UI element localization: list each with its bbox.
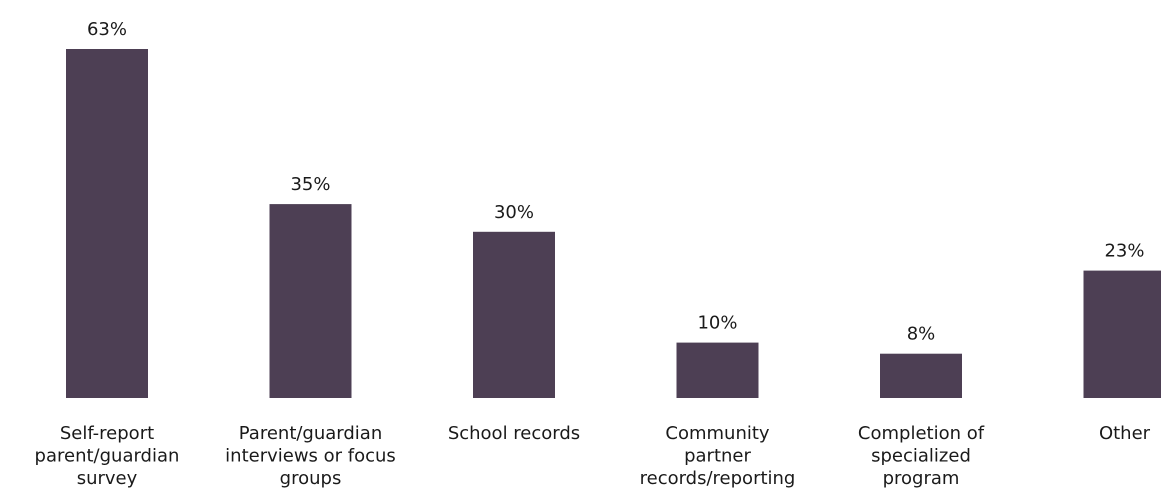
category-label-line: program: [883, 468, 960, 489]
bar-value-label-2: 30%: [494, 202, 534, 223]
category-label-line: survey: [77, 468, 138, 489]
category-label-1: Parent/guardian interviews or focus groups: [225, 423, 396, 489]
bars-layer: [66, 49, 1161, 398]
category-label-3: Community partner records/reporting: [640, 423, 796, 489]
category-label-line: Self-report: [60, 423, 154, 444]
bar-4: [880, 353, 962, 398]
category-label-line: Other: [1099, 423, 1151, 444]
category-labels-layer: Self-report parent/guardian survey Parent/g…: [35, 423, 1151, 489]
bar-3: [676, 342, 759, 398]
category-label-2: School records: [448, 423, 580, 444]
bar-5: [1083, 270, 1161, 398]
category-label-line: Completion of: [858, 423, 985, 444]
bar-value-label-4: 8%: [907, 324, 936, 345]
category-label-5: Other: [1099, 423, 1151, 444]
bar-value-label-0: 63%: [87, 19, 127, 40]
value-labels-layer: 63% 35% 30% 10% 8% 23%: [87, 19, 1145, 345]
bar-1: [269, 204, 352, 398]
category-label-line: Parent/guardian: [239, 423, 383, 444]
category-label-line: Community: [665, 423, 770, 444]
category-label-4: Completion of specialized program: [858, 423, 985, 489]
bar-0: [66, 49, 148, 398]
category-label-line: School records: [448, 423, 580, 444]
bar-value-label-5: 23%: [1104, 241, 1144, 262]
category-label-line: records/reporting: [640, 468, 796, 489]
bar-value-label-1: 35%: [290, 174, 330, 195]
category-label-0: Self-report parent/guardian survey: [35, 423, 180, 489]
category-label-line: parent/guardian: [35, 446, 180, 467]
bar-2: [473, 231, 555, 398]
category-label-line: partner: [684, 446, 751, 467]
bar-value-label-3: 10%: [697, 313, 737, 334]
category-label-line: interviews or focus: [225, 446, 396, 467]
category-label-line: groups: [280, 468, 342, 489]
category-label-line: specialized: [871, 446, 971, 467]
